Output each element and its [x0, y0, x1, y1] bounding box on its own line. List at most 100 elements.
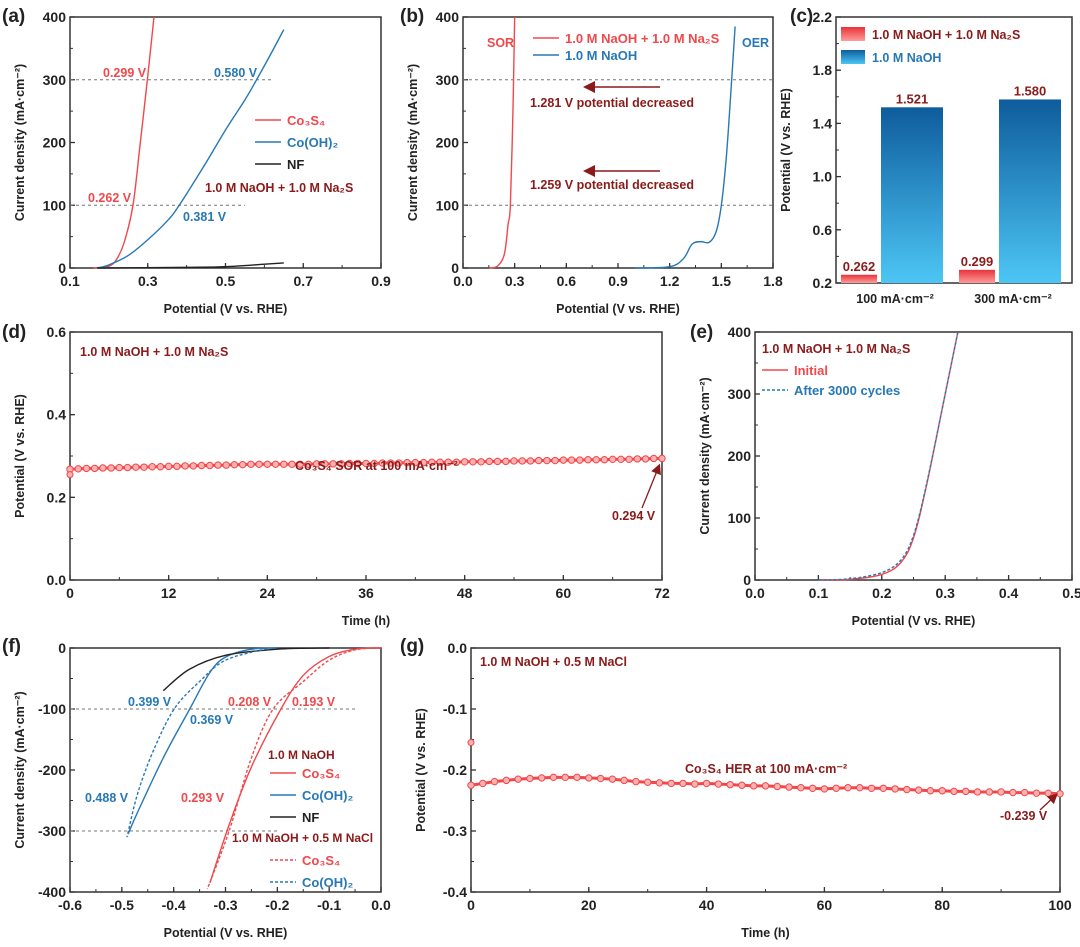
- y-tick-label: 0: [58, 640, 66, 656]
- x-tick-label: 0.0: [453, 273, 473, 289]
- x-tick-label: -0.6: [58, 897, 82, 913]
- x-tick-label: -0.1: [317, 897, 341, 913]
- data-point: [832, 784, 840, 792]
- legend-title: 1.0 M NaOH + 0.5 M NaCl: [232, 831, 373, 845]
- y-tick-label: 400: [43, 9, 67, 25]
- x-tick-label: 0.1: [809, 585, 829, 601]
- y-tick-label: 0.6: [47, 324, 67, 340]
- bar: [999, 99, 1061, 284]
- data-point: [312, 460, 321, 468]
- data-point: [140, 463, 148, 471]
- y-tick-label: -0.4: [443, 884, 467, 900]
- data-point: [549, 773, 558, 782]
- y-tick-label: 0.0: [448, 640, 468, 656]
- series-line: [206, 647, 382, 890]
- data-point: [493, 457, 502, 466]
- data-point: [641, 455, 650, 463]
- x-tick-label: 48: [457, 585, 473, 601]
- data-point: [467, 781, 475, 789]
- data-point: [738, 781, 746, 789]
- data-point: [296, 460, 304, 468]
- data-point: [337, 460, 346, 468]
- y-tick-label: 0: [451, 260, 459, 276]
- data-point: [214, 461, 222, 469]
- panel-b: (b) 0 100 200 300 400 0.0 0.3 0.6 0.9 1.2 1.5 1.8 Pot…: [400, 6, 783, 316]
- annotation: 0.399 V: [128, 695, 172, 709]
- data-point: [879, 784, 887, 792]
- y-tick-label: 1.4: [813, 115, 833, 131]
- x-axis-label: Potential (V vs. RHE): [852, 614, 976, 628]
- annotation: 0.488 V: [85, 791, 129, 805]
- x-tick-label: 0.3: [935, 585, 955, 601]
- data-point: [386, 459, 395, 467]
- y-tick-label: -0.3: [443, 823, 467, 839]
- data-point: [633, 455, 642, 463]
- panel-c: (c) 0.2 0.6 1.0 1.4 1.8 2.2 Potential (V vs. RH…: [779, 6, 1073, 306]
- annotation: 0.193 V: [292, 695, 336, 709]
- data-point: [428, 458, 436, 466]
- x-tick-label: 72: [654, 585, 670, 601]
- y-tick-label: 0.0: [47, 572, 67, 588]
- data-point: [914, 786, 923, 794]
- x-category-label: 100 mA·cm⁻²: [856, 292, 933, 306]
- legend-label: NF: [287, 157, 304, 172]
- data-point: [808, 784, 817, 792]
- annotation: 1.281 V potential decreased: [530, 96, 694, 110]
- legend-label: 1.0 M NaOH: [872, 51, 941, 65]
- data-point: [691, 780, 699, 788]
- data-point: [600, 456, 609, 464]
- legend-label: Co(OH)₂: [302, 788, 353, 803]
- x-axis-label: Time (h): [741, 926, 789, 940]
- data-point: [354, 459, 362, 468]
- data-point: [903, 785, 911, 794]
- annotation: 0.580 V: [214, 66, 258, 80]
- data-point: [867, 784, 876, 792]
- data-point: [510, 457, 518, 465]
- data-point: [238, 460, 247, 469]
- data-point: [370, 459, 378, 468]
- data-point: [66, 471, 74, 479]
- annotation: 0.381 V: [183, 210, 227, 224]
- data-point: [891, 785, 899, 793]
- data-point: [115, 463, 124, 472]
- annotation: 1.0 M NaOH + 1.0 M Na₂S: [205, 181, 353, 195]
- x-tick-label: 20: [581, 897, 597, 913]
- x-tick-label: 60: [817, 897, 833, 913]
- legend-label: 1.0 M NaOH + 1.0 M Na₂S: [565, 31, 720, 46]
- data-point: [973, 788, 982, 796]
- data-point: [485, 457, 494, 466]
- y-tick-label: -300: [38, 823, 66, 839]
- x-tick-label: 1.2: [660, 273, 680, 289]
- legend-label: Co₃S₄: [287, 113, 325, 128]
- x-tick-label: 0.2: [872, 585, 892, 601]
- data-point: [820, 785, 829, 793]
- series-line: [488, 16, 516, 269]
- y-tick-label: 1.0: [813, 169, 833, 185]
- data-point: [773, 782, 781, 791]
- data-point: [576, 456, 584, 464]
- panel-label: (a): [2, 6, 25, 27]
- data-point: [321, 460, 329, 468]
- data-point: [620, 776, 628, 785]
- data-point: [518, 457, 526, 465]
- y-tick-label: 200: [728, 448, 752, 464]
- bar: [959, 269, 995, 283]
- data-point: [132, 463, 140, 471]
- data-point: [444, 458, 452, 466]
- y-tick-label: 300: [43, 72, 67, 88]
- x-tick-label: 0.4: [999, 585, 1019, 601]
- x-tick-label: -0.5: [110, 897, 134, 913]
- y-axis-label: Potential (V vs. RHE): [414, 708, 428, 832]
- data-point: [419, 458, 428, 467]
- data-point: [247, 460, 255, 468]
- x-axis-label: Potential (V vs. RHE): [164, 926, 288, 940]
- x-tick-label: 0.3: [138, 273, 158, 289]
- data-point: [617, 455, 625, 464]
- data-point: [985, 788, 994, 796]
- y-tick-label: -100: [38, 701, 66, 717]
- legend-label: Initial: [794, 363, 828, 378]
- y-tick-label: -200: [38, 762, 66, 778]
- data-point: [222, 461, 230, 469]
- x-axis-label: Potential (V vs. RHE): [556, 302, 680, 316]
- legend-label: Co(OH)₂: [287, 135, 338, 150]
